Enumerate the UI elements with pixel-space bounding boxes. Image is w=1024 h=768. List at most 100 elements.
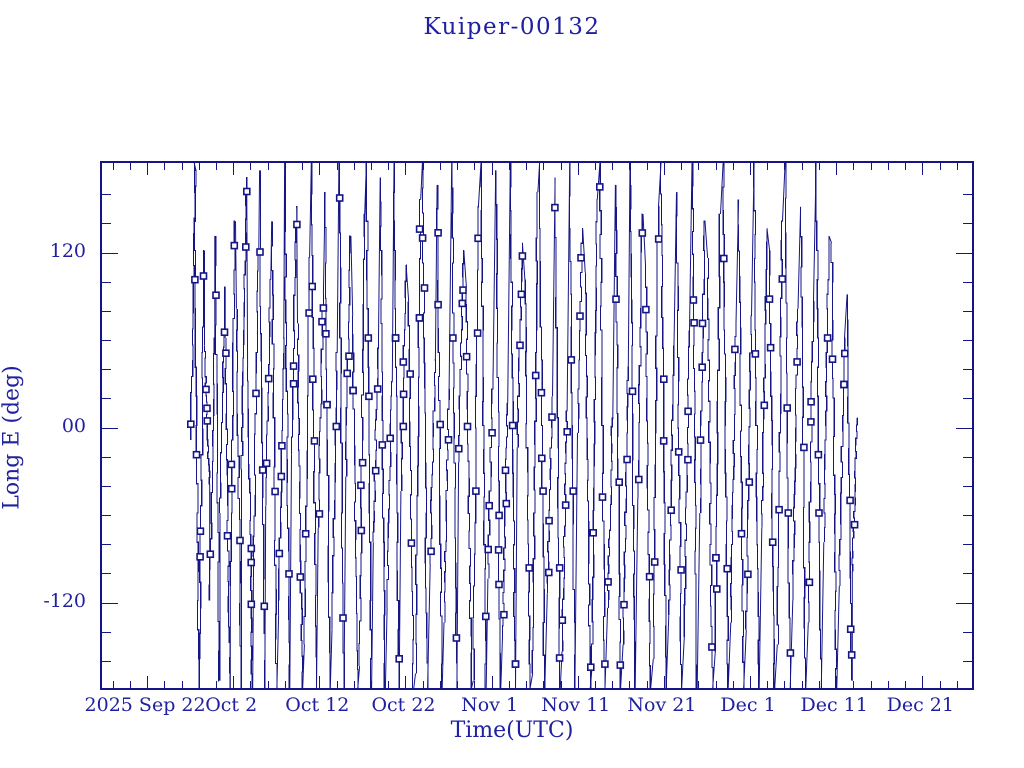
x-minor-tick xyxy=(784,681,786,688)
y-minor-tick xyxy=(102,515,111,516)
data-point-marker xyxy=(815,509,823,517)
y-minor-tick xyxy=(963,573,972,575)
data-point-marker xyxy=(427,547,435,556)
data-point-marker xyxy=(689,296,698,304)
data-point-marker xyxy=(684,407,692,416)
data-point-marker xyxy=(459,286,467,294)
y-minor-tick xyxy=(963,456,972,458)
x-major-tick xyxy=(233,676,235,688)
x-minor-tick xyxy=(129,163,131,170)
data-point-marker xyxy=(206,550,215,559)
data-point-marker xyxy=(230,241,239,250)
data-point-marker xyxy=(569,487,578,495)
data-point-marker xyxy=(793,358,801,366)
data-point-marker xyxy=(378,441,387,449)
data-point-marker xyxy=(775,505,783,514)
x-minor-tick xyxy=(887,681,889,688)
data-point-marker xyxy=(472,487,480,495)
y-minor-tick xyxy=(102,310,111,312)
x-minor-tick xyxy=(939,163,941,170)
x-minor-tick xyxy=(767,681,769,688)
data-point-marker xyxy=(289,380,298,388)
data-point-marker xyxy=(196,527,205,536)
x-minor-tick xyxy=(181,681,183,688)
data-point-marker xyxy=(395,654,404,663)
x-minor-tick xyxy=(956,681,958,688)
data-point-marker xyxy=(537,454,546,463)
x-minor-tick xyxy=(560,163,562,170)
x-minor-tick xyxy=(422,681,424,688)
data-point-marker xyxy=(840,380,848,389)
x-minor-tick xyxy=(905,163,907,170)
x-tick-label: 2025 Sep 22 xyxy=(84,694,206,716)
data-point-marker xyxy=(828,355,837,363)
x-minor-tick xyxy=(388,681,390,688)
x-minor-tick xyxy=(594,163,596,170)
data-point-marker xyxy=(850,520,859,529)
y-minor-tick xyxy=(963,544,972,546)
data-point-marker xyxy=(737,529,746,538)
data-point-marker xyxy=(642,305,650,314)
data-point-marker xyxy=(548,413,556,421)
x-major-tick xyxy=(233,163,235,175)
x-minor-tick xyxy=(853,681,855,688)
data-point-marker xyxy=(595,183,604,191)
x-minor-tick xyxy=(112,681,114,688)
data-point-marker xyxy=(555,654,564,662)
data-point-marker xyxy=(196,552,204,561)
data-point-marker xyxy=(500,610,508,619)
data-point-marker xyxy=(315,510,324,518)
data-point-marker xyxy=(275,549,284,558)
data-point-marker xyxy=(598,493,607,501)
data-point-marker xyxy=(765,295,774,303)
data-point-marker xyxy=(698,319,707,328)
data-point-marker xyxy=(805,578,814,587)
data-point-marker xyxy=(278,441,286,450)
data-point-marker xyxy=(285,570,293,578)
data-point-marker xyxy=(612,295,620,303)
data-point-marker xyxy=(247,558,255,567)
data-point-marker xyxy=(712,553,720,562)
data-point-marker xyxy=(399,358,408,366)
x-minor-tick xyxy=(801,681,803,688)
x-tick-label: Dec 1 xyxy=(720,694,776,716)
data-point-marker xyxy=(289,362,298,370)
x-major-tick xyxy=(319,163,321,175)
data-point-marker xyxy=(531,371,540,380)
data-point-marker xyxy=(406,370,415,378)
data-point-marker xyxy=(202,385,210,394)
x-minor-tick xyxy=(267,163,269,170)
data-point-marker xyxy=(745,478,754,486)
data-point-marker xyxy=(807,398,815,406)
x-minor-tick xyxy=(732,163,734,170)
x-minor-tick xyxy=(698,681,700,688)
x-minor-tick xyxy=(250,163,252,170)
data-point-marker xyxy=(371,466,380,475)
data-point-marker xyxy=(357,526,366,535)
data-point-marker xyxy=(708,643,716,651)
data-point-marker xyxy=(227,460,236,469)
x-major-tick xyxy=(577,163,579,175)
x-minor-tick xyxy=(164,163,166,170)
y-major-tick xyxy=(956,602,972,604)
x-major-tick xyxy=(491,163,493,175)
x-minor-tick xyxy=(612,163,614,170)
x-minor-tick xyxy=(818,163,820,170)
x-tick-label: Dec 11 xyxy=(800,694,868,716)
data-point-marker xyxy=(258,466,267,474)
data-point-marker xyxy=(277,472,286,481)
data-point-marker xyxy=(545,516,553,525)
data-point-marker xyxy=(645,572,654,581)
x-minor-tick xyxy=(508,163,510,170)
y-minor-tick xyxy=(963,310,972,312)
data-point-marker xyxy=(846,625,855,634)
y-minor-tick xyxy=(963,398,972,400)
x-minor-tick xyxy=(784,163,786,170)
x-minor-tick xyxy=(526,681,528,688)
data-point-marker xyxy=(567,356,576,364)
x-tick-label: Dec 21 xyxy=(886,694,954,716)
data-point-marker xyxy=(847,651,856,659)
data-point-marker xyxy=(242,243,250,251)
data-point-marker xyxy=(203,404,211,413)
